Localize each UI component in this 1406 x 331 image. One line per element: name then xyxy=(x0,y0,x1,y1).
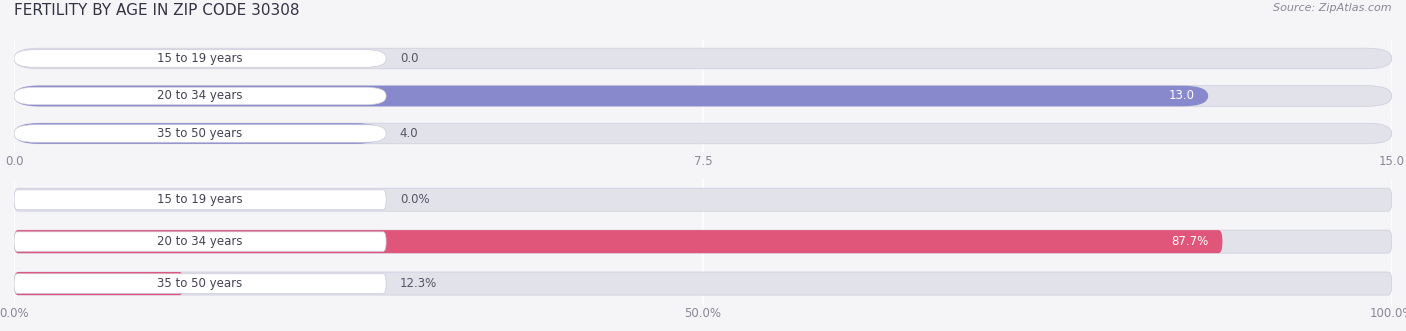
Text: 87.7%: 87.7% xyxy=(1171,235,1209,248)
FancyBboxPatch shape xyxy=(14,50,387,67)
Text: 35 to 50 years: 35 to 50 years xyxy=(157,277,243,290)
Text: 12.3%: 12.3% xyxy=(399,277,437,290)
FancyBboxPatch shape xyxy=(14,274,387,293)
FancyBboxPatch shape xyxy=(14,123,1392,144)
FancyBboxPatch shape xyxy=(14,86,1208,106)
Text: FERTILITY BY AGE IN ZIP CODE 30308: FERTILITY BY AGE IN ZIP CODE 30308 xyxy=(14,3,299,18)
Text: 0.0%: 0.0% xyxy=(399,193,429,206)
FancyBboxPatch shape xyxy=(14,48,1392,69)
Text: 0.0: 0.0 xyxy=(399,52,419,65)
Text: Source: ZipAtlas.com: Source: ZipAtlas.com xyxy=(1274,3,1392,13)
Text: 4.0: 4.0 xyxy=(399,127,419,140)
FancyBboxPatch shape xyxy=(14,86,1392,106)
FancyBboxPatch shape xyxy=(14,230,1392,253)
Text: 20 to 34 years: 20 to 34 years xyxy=(157,89,243,103)
Text: 15 to 19 years: 15 to 19 years xyxy=(157,52,243,65)
FancyBboxPatch shape xyxy=(14,230,1222,253)
FancyBboxPatch shape xyxy=(14,190,387,210)
FancyBboxPatch shape xyxy=(14,87,387,105)
FancyBboxPatch shape xyxy=(14,272,184,295)
Text: 13.0: 13.0 xyxy=(1168,89,1195,103)
Text: 20 to 34 years: 20 to 34 years xyxy=(157,235,243,248)
FancyBboxPatch shape xyxy=(14,188,1392,211)
Text: 15 to 19 years: 15 to 19 years xyxy=(157,193,243,206)
Text: 35 to 50 years: 35 to 50 years xyxy=(157,127,243,140)
FancyBboxPatch shape xyxy=(14,123,381,144)
FancyBboxPatch shape xyxy=(14,125,387,142)
FancyBboxPatch shape xyxy=(14,232,387,252)
FancyBboxPatch shape xyxy=(14,272,1392,295)
